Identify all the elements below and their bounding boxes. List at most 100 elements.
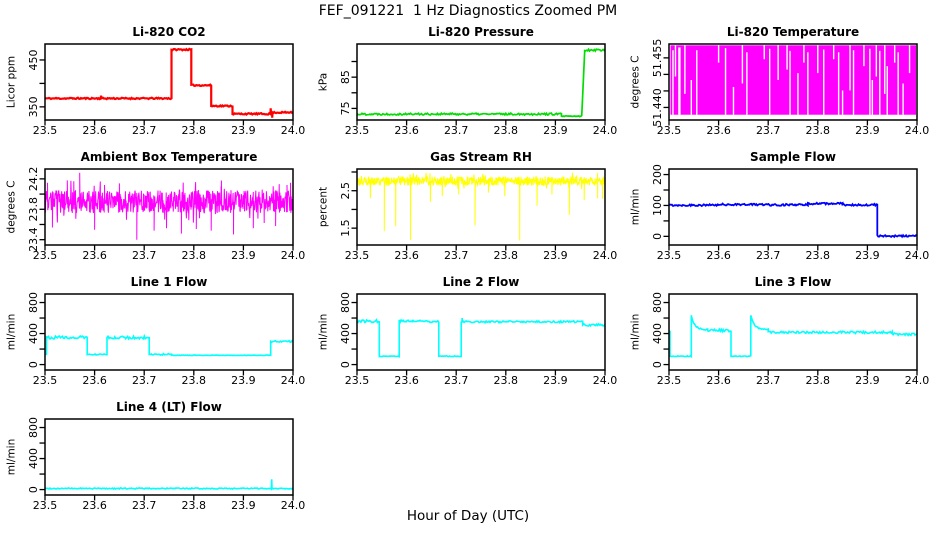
series-line4-lt-flow	[45, 479, 293, 492]
x-tick-label: 23.9	[855, 249, 880, 262]
x-tick-label: 23.5	[33, 124, 58, 137]
x-tick-label: 23.5	[33, 374, 58, 387]
y-axis-unit-label: degrees C	[6, 181, 18, 234]
series-sample-flow	[669, 201, 917, 239]
x-tick-label: 23.8	[806, 374, 831, 387]
chart-svg-ambient-box-temperature: 23.5 23.6 23.7 23.8 23.9 24.0 23.4 23.8 24.2 degr…	[6, 150, 306, 262]
x-tick-label: 23.5	[657, 124, 682, 137]
chart-svg-line1-flow: 23.5 23.6 23.7 23.8 23.9 24.0 0 400 800 ml/min Lin…	[6, 275, 306, 387]
x-tick-label: 23.8	[806, 249, 831, 262]
y-axis-unit-label: ml/min	[630, 314, 642, 350]
y-tick-label: 800	[339, 292, 352, 313]
x-tick-label: 23.9	[231, 499, 256, 512]
x-tick-label: 24.0	[905, 374, 930, 387]
x-tick-label: 23.9	[231, 374, 256, 387]
y-tick-label: 100	[651, 195, 664, 216]
x-tick-label: 23.6	[706, 374, 731, 387]
x-tick-label: 23.7	[756, 374, 781, 387]
panel-line1-flow: 23.5 23.6 23.7 23.8 23.9 24.0 0 400 800 ml/min Lin…	[0, 270, 312, 395]
series-line2-flow	[357, 317, 605, 358]
series-line1-flow	[45, 333, 293, 357]
series-li820-pressure	[357, 47, 605, 118]
y-axis-unit-label: percent	[318, 187, 330, 227]
x-tick-label: 23.9	[855, 124, 880, 137]
x-tick-label: 23.7	[132, 249, 157, 262]
x-tick-label: 24.0	[905, 124, 930, 137]
chart-svg-li820-co2: 23.5 23.6 23.7 23.8 23.9 24.0 350 450 Licor ppm L…	[6, 25, 306, 137]
series-ambient-box-temperature	[45, 172, 293, 240]
x-tick-label: 23.9	[231, 124, 256, 137]
x-tick-label: 23.6	[394, 124, 419, 137]
x-tick-label: 23.8	[494, 249, 519, 262]
panel-title: Line 1 Flow	[131, 275, 208, 289]
y-tick-label: 0	[339, 361, 352, 368]
x-tick-label: 23.6	[82, 374, 107, 387]
y-tick-label: 0	[651, 233, 664, 240]
x-tick-label: 23.7	[756, 249, 781, 262]
x-tick-label: 23.8	[182, 124, 207, 137]
x-tick-label: 23.5	[345, 374, 370, 387]
y-tick-label: 51.440	[651, 88, 664, 127]
x-tick-label: 24.0	[281, 249, 306, 262]
chart-svg-line2-flow: 23.5 23.6 23.7 23.8 23.9 24.0 0 400 800 ml/min Lin…	[318, 275, 618, 387]
x-tick-label: 23.7	[132, 499, 157, 512]
x-tick-label: 23.8	[806, 124, 831, 137]
chart-svg-sample-flow: 23.5 23.6 23.7 23.8 23.9 24.0 0 100 200 ml/min Sam…	[630, 150, 930, 262]
x-tick-label: 23.9	[543, 249, 568, 262]
x-tick-label: 23.5	[657, 374, 682, 387]
x-tick-label: 23.8	[182, 374, 207, 387]
x-tick-label: 23.6	[82, 124, 107, 137]
chart-svg-li820-temperature: 23.5 23.6 23.7 23.8 23.9 24.0 51.440 51.455 degr…	[630, 25, 930, 137]
x-tick-label: 24.0	[281, 499, 306, 512]
x-tick-label: 23.5	[657, 249, 682, 262]
x-tick-label: 23.7	[444, 124, 469, 137]
y-tick-label: 85	[339, 70, 352, 84]
y-tick-label: 0	[27, 361, 40, 368]
chart-svg-line3-flow: 23.5 23.6 23.7 23.8 23.9 24.0 0 400 800 ml/min Lin…	[630, 275, 930, 387]
x-tick-label: 23.9	[855, 374, 880, 387]
x-tick-label: 24.0	[593, 124, 618, 137]
x-tick-label: 23.5	[345, 124, 370, 137]
panel-title: Line 3 Flow	[755, 275, 832, 289]
y-axis-unit-label: ml/min	[318, 314, 330, 350]
y-tick-label: 1.5	[339, 219, 352, 237]
x-tick-label: 23.9	[543, 374, 568, 387]
panel-ambient-box-temperature: 23.5 23.6 23.7 23.8 23.9 24.0 23.4 23.8 24.2 degr…	[0, 145, 312, 270]
y-tick-label: 2.5	[339, 182, 352, 200]
y-tick-label: 450	[27, 49, 40, 70]
y-tick-label: 350	[27, 96, 40, 117]
x-tick-label: 23.8	[494, 374, 519, 387]
panel-title: Li-820 CO2	[132, 25, 205, 39]
series-li820-co2	[45, 47, 293, 118]
panel-li820-co2: 23.5 23.6 23.7 23.8 23.9 24.0 350 450 Licor ppm L…	[0, 20, 312, 145]
y-tick-label: 23.4	[27, 227, 40, 252]
x-tick-label: 23.6	[706, 249, 731, 262]
x-axis-label: Hour of Day (UTC)	[406, 508, 530, 524]
x-tick-label: 23.5	[33, 499, 58, 512]
y-axis-unit-label: ml/min	[6, 439, 18, 475]
y-axis-unit-label: kPa	[318, 73, 330, 91]
y-axis-unit-label: ml/min	[6, 314, 18, 350]
panel-line3-flow: 23.5 23.6 23.7 23.8 23.9 24.0 0 400 800 ml/min Lin…	[624, 270, 936, 395]
x-tick-label: 23.5	[345, 249, 370, 262]
panel-sample-flow: 23.5 23.6 23.7 23.8 23.9 24.0 0 100 200 ml/min Sam…	[624, 145, 936, 270]
x-tick-label: 23.7	[756, 124, 781, 137]
chart-svg-gas-stream-rh: 23.5 23.6 23.7 23.8 23.9 24.0 1.5 2.5 percent Gas…	[318, 150, 618, 262]
x-tick-label: 23.9	[231, 249, 256, 262]
y-tick-label: 800	[27, 417, 40, 438]
y-tick-label: 75	[339, 101, 352, 115]
y-tick-label: 800	[651, 292, 664, 313]
x-tick-label: 23.5	[33, 249, 58, 262]
panel-title: Li-820 Pressure	[428, 25, 534, 39]
y-tick-label: 200	[651, 164, 664, 185]
y-axis-unit-label: degrees C	[630, 56, 642, 109]
panel-title: Line 4 (LT) Flow	[116, 400, 222, 414]
x-tick-label: 23.6	[394, 249, 419, 262]
y-tick-label: 400	[27, 448, 40, 469]
y-tick-label: 800	[27, 292, 40, 313]
panel-title: Ambient Box Temperature	[81, 150, 258, 164]
figure-title: FEF_091221 1 Hz Diagnostics Zoomed PM	[318, 3, 618, 19]
x-tick-label: 23.6	[394, 374, 419, 387]
panel-li820-temperature: 23.5 23.6 23.7 23.8 23.9 24.0 51.440 51.455 degr…	[624, 20, 936, 145]
x-tick-label: 23.7	[132, 374, 157, 387]
